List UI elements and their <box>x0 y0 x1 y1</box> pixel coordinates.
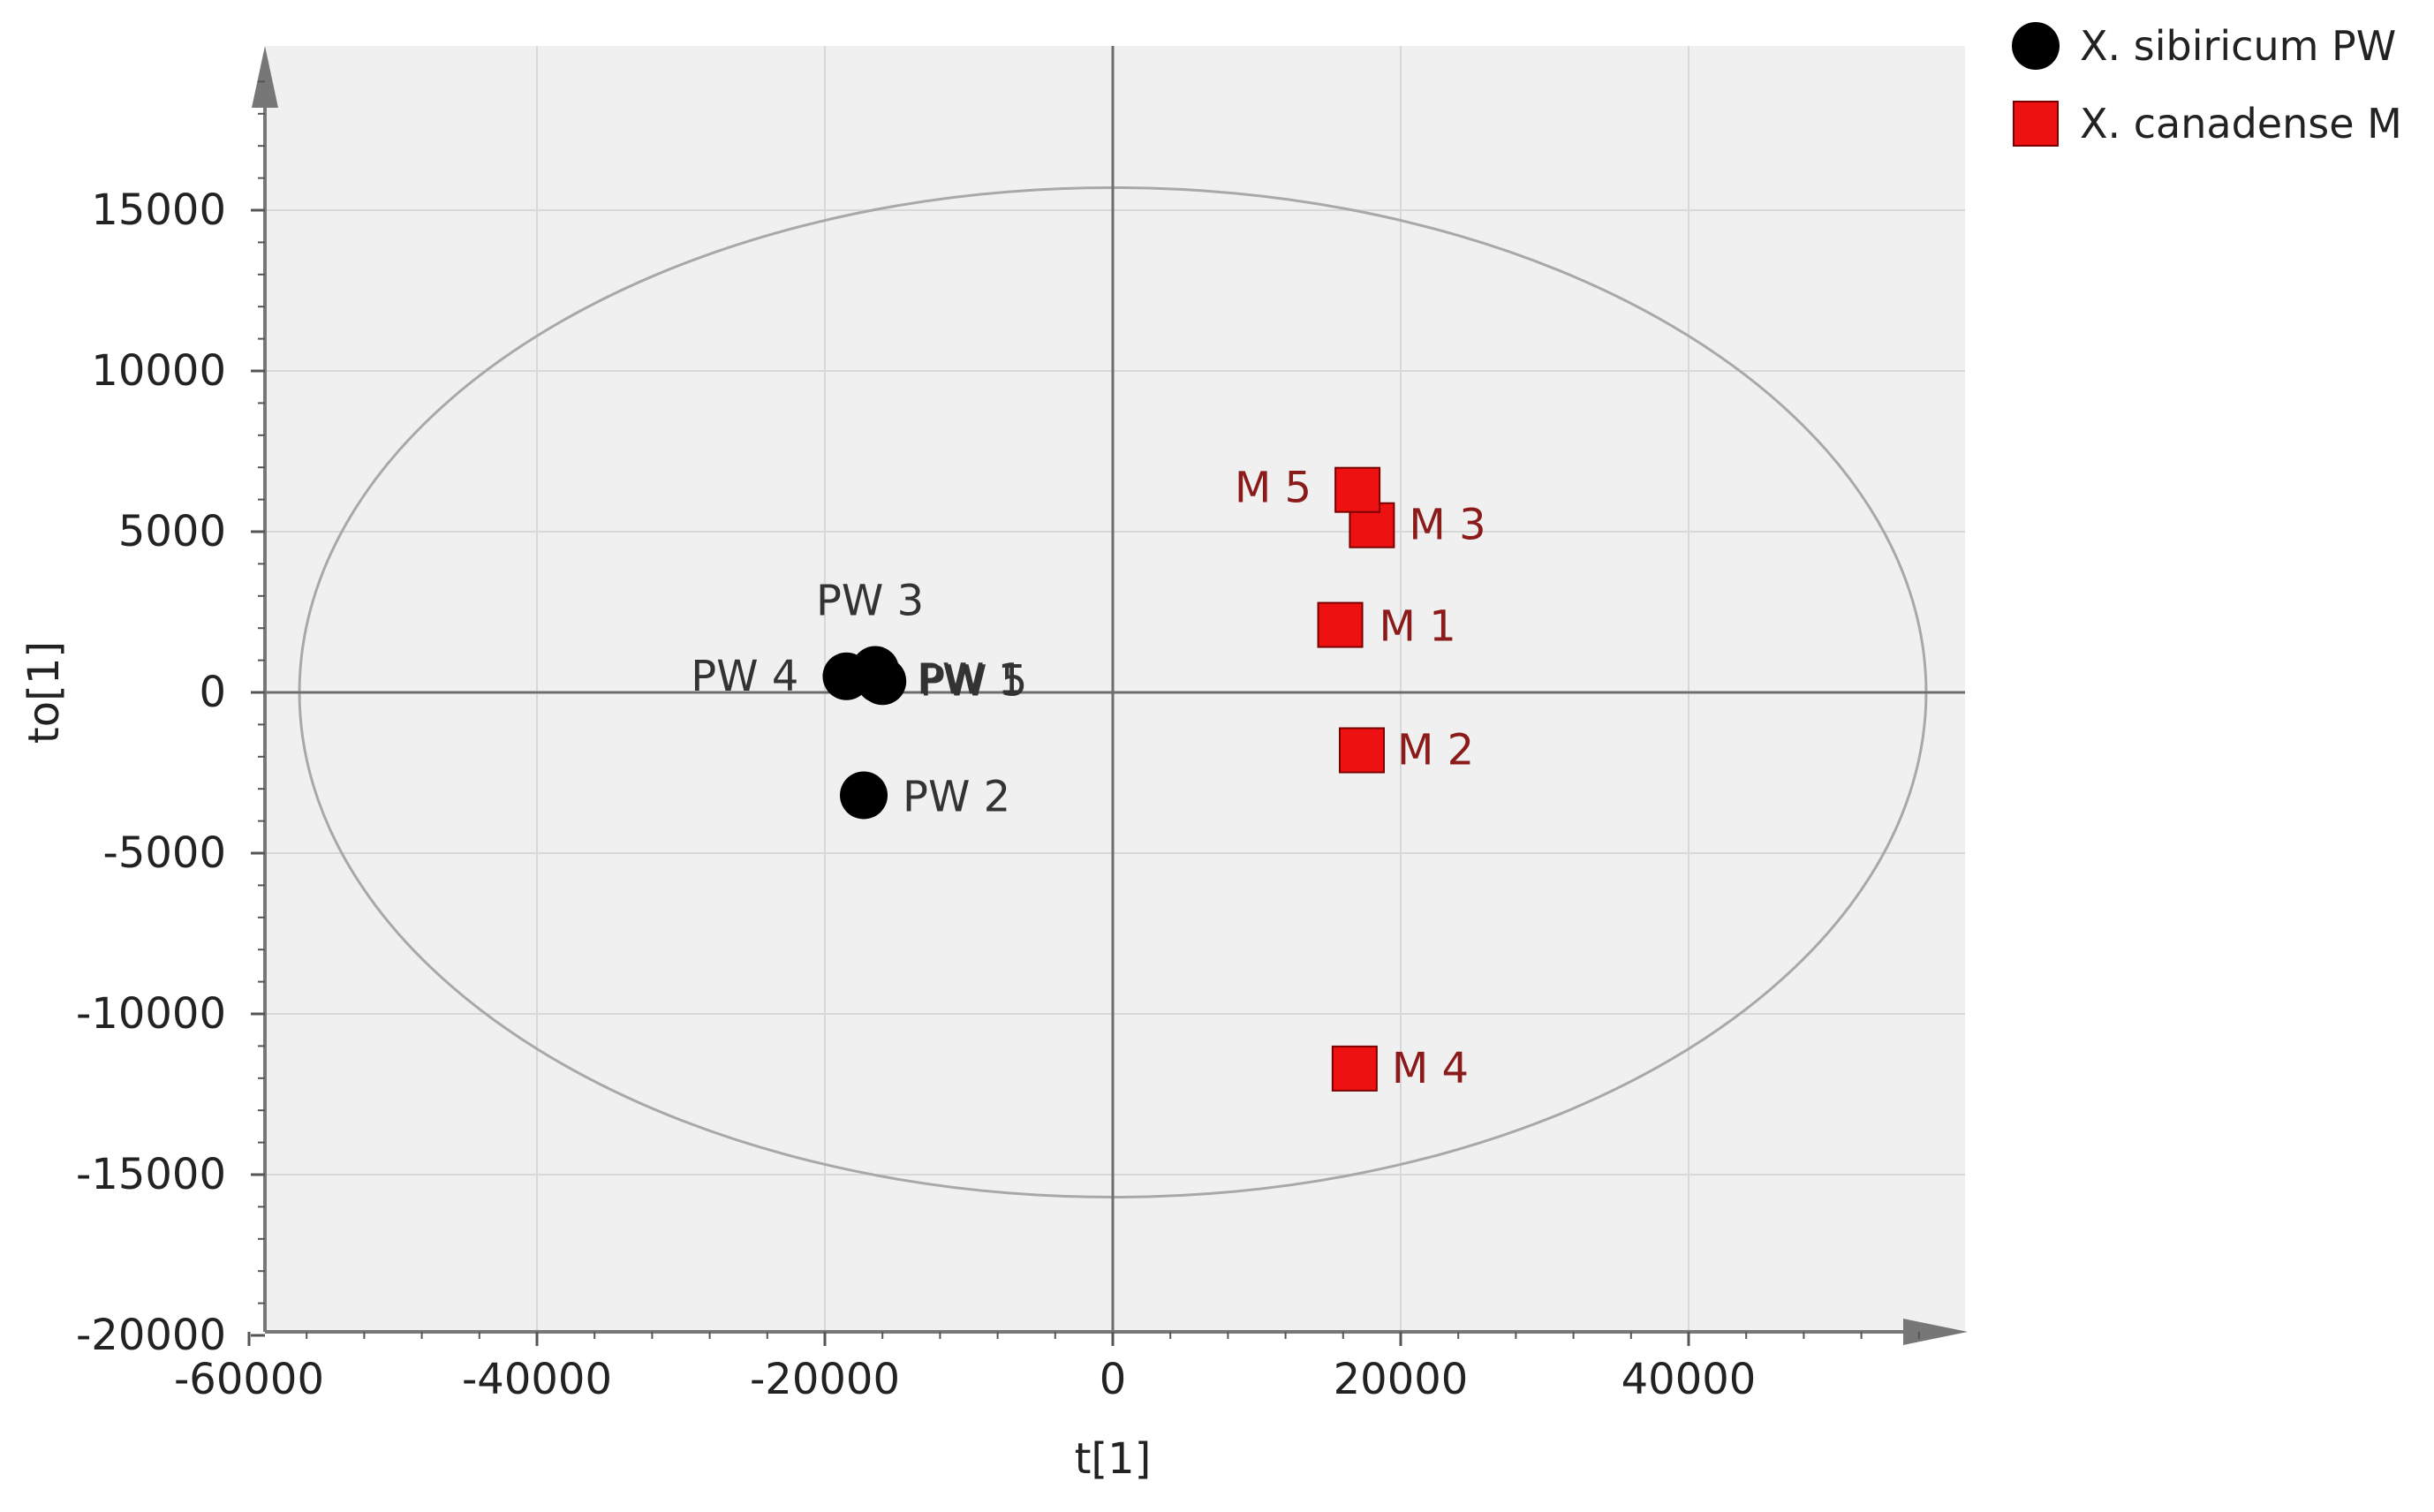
legend-marker <box>2012 22 2060 70</box>
y-tick-label: -20000 <box>76 1311 226 1360</box>
point-marker <box>822 652 871 700</box>
point-label: M 3 <box>1409 501 1485 550</box>
point-marker <box>840 771 888 820</box>
x-tick-label: 0 <box>1100 1355 1127 1404</box>
x-tick-label: -40000 <box>462 1355 612 1404</box>
x-tick-label: 20000 <box>1334 1355 1469 1404</box>
point-label: M 5 <box>1235 464 1311 513</box>
y-tick-label: -15000 <box>76 1150 226 1199</box>
point-label: M 2 <box>1397 726 1474 775</box>
y-tick-label: 15000 <box>91 185 226 235</box>
legend-label: X. canadense M <box>2080 100 2402 147</box>
y-axis-title: to[1] <box>19 641 69 744</box>
y-tick-label: 10000 <box>91 346 226 396</box>
y-axis-arrow <box>252 46 278 108</box>
point-marker <box>1317 601 1364 648</box>
point-label: PW 2 <box>903 772 1010 821</box>
point-label: PW 4 <box>691 652 798 701</box>
point-label: PW 1 <box>917 654 1024 704</box>
point-marker <box>1338 727 1385 774</box>
x-tick-label: 40000 <box>1621 1355 1757 1404</box>
point-label: PW 3 <box>816 577 924 626</box>
point-marker <box>858 657 907 706</box>
point-marker <box>1334 466 1381 513</box>
x-axis-title: t[1] <box>1075 1434 1152 1484</box>
x-tick-label: -60000 <box>174 1355 324 1404</box>
x-tick-label: -20000 <box>750 1355 900 1404</box>
y-tick-label: -10000 <box>76 989 226 1039</box>
y-tick-label: 0 <box>199 668 226 717</box>
point-label: M 1 <box>1380 602 1456 652</box>
legend-label: X. sibiricum PW <box>2080 22 2396 70</box>
point-marker <box>1331 1045 1378 1092</box>
y-tick-label: 5000 <box>118 507 226 556</box>
plot-background <box>265 46 1965 1332</box>
point-label: PW 5 <box>919 656 1027 706</box>
y-tick-label: -5000 <box>103 828 226 878</box>
legend-marker <box>2013 101 2059 147</box>
point-label: M 4 <box>1392 1044 1469 1093</box>
